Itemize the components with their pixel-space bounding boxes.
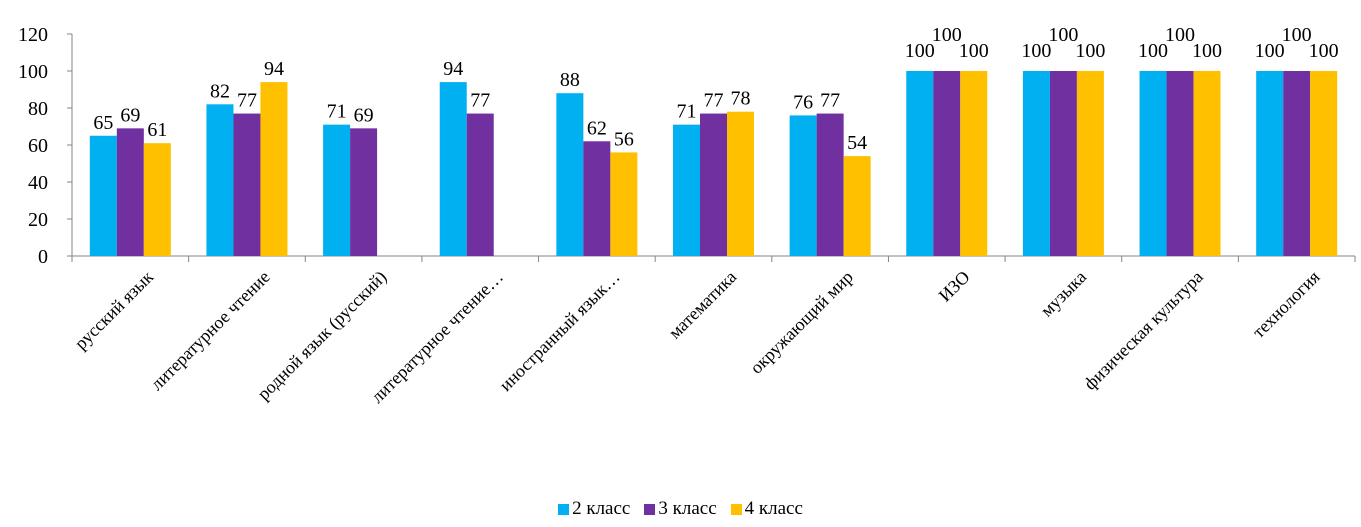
data-label: 61 [147,119,167,141]
bar [1166,71,1194,256]
bar [1310,71,1338,256]
x-tick-label: окружающий мир [746,267,857,378]
legend-item-series-2: 3 класс [644,498,717,520]
bar [260,82,288,256]
bar [1256,71,1284,256]
data-label: 100 [1138,40,1168,62]
bar [556,93,584,256]
bar [466,113,494,256]
data-label: 100 [1075,40,1105,62]
bar [933,71,961,256]
bar [233,113,261,256]
bar [323,124,351,257]
y-tick-label: 20 [28,209,48,231]
bar-chart: 0 20 40 60 80 100 120 65 69 61 русский язык 82 77 94 л… [18,24,1356,407]
bar [960,71,988,256]
x-tick-label: физическая культура [1080,267,1207,394]
legend-item-series-3: 4 класс [730,498,803,520]
bar [206,104,234,256]
bar [700,113,727,256]
data-label: 94 [264,58,284,80]
data-label: 71 [677,101,697,123]
bar [1022,71,1050,256]
bar [906,71,934,256]
data-label: 82 [210,80,230,102]
data-label: 94 [443,58,463,80]
data-label: 100 [1309,40,1339,62]
x-tick-label: литературное чтение… [367,267,507,407]
x-tick-label: музыка [1036,267,1090,321]
data-label: 100 [932,24,962,46]
bar [143,143,171,256]
legend-label-series-1: 2 класс [572,498,631,519]
bar [673,124,700,257]
data-label: 77 [470,90,490,112]
legend-swatch-series-2 [644,503,656,515]
data-label: 77 [237,90,257,112]
y-tick-label: 120 [18,24,48,46]
x-tick-label: математика [664,267,740,343]
bar [89,135,117,256]
bar [1283,71,1311,256]
bar [1193,71,1221,256]
bar [439,82,467,256]
legend: 2 класс 3 класс 4 класс [0,498,1361,520]
x-tick-label: иностранный язык… [495,267,623,395]
data-label: 100 [1192,40,1222,62]
legend-swatch-series-3 [730,503,742,515]
data-label: 56 [614,128,634,150]
bar [1139,71,1167,256]
bar [610,152,638,256]
bar [116,128,144,256]
legend-swatch-series-1 [558,503,570,515]
y-tick-label: 60 [28,135,48,157]
data-label: 100 [959,40,989,62]
bar [1049,71,1077,256]
data-label: 100 [1165,24,1195,46]
x-tick-label: литературное чтение [146,267,273,394]
bar [789,115,817,257]
data-label: 100 [1048,24,1078,46]
bar [843,156,871,256]
data-label: 100 [1021,40,1051,62]
y-tick-label: 40 [28,172,48,194]
data-label: 76 [793,91,813,113]
data-label: 69 [120,104,140,126]
x-tick-label: технология [1248,267,1323,342]
bar [727,111,754,256]
data-label: 65 [93,112,113,134]
x-tick-label: ИЗО [935,267,974,306]
data-label: 88 [560,69,580,91]
x-tick-label: родной язык (русский) [253,267,391,405]
legend-item-series-1: 2 класс [558,498,630,520]
y-tick-label: 80 [28,98,48,120]
bar [350,128,378,256]
data-label: 78 [731,88,751,110]
data-label: 71 [327,101,347,123]
data-label: 100 [1282,24,1312,46]
data-label: 100 [905,40,935,62]
data-label: 100 [1255,40,1285,62]
legend-label-series-2: 3 класс [658,498,717,519]
data-label: 69 [354,104,374,126]
bar [1076,71,1104,256]
legend-label-series-3: 4 класс [744,498,803,519]
bar [816,113,844,256]
x-tick-label: русский язык [71,267,158,354]
data-label: 54 [847,132,867,154]
data-label: 62 [587,117,607,139]
data-label: 77 [704,90,724,112]
data-label: 77 [820,90,840,112]
y-tick-label: 100 [18,61,48,83]
y-tick-label: 0 [38,246,48,268]
bar [583,141,611,256]
